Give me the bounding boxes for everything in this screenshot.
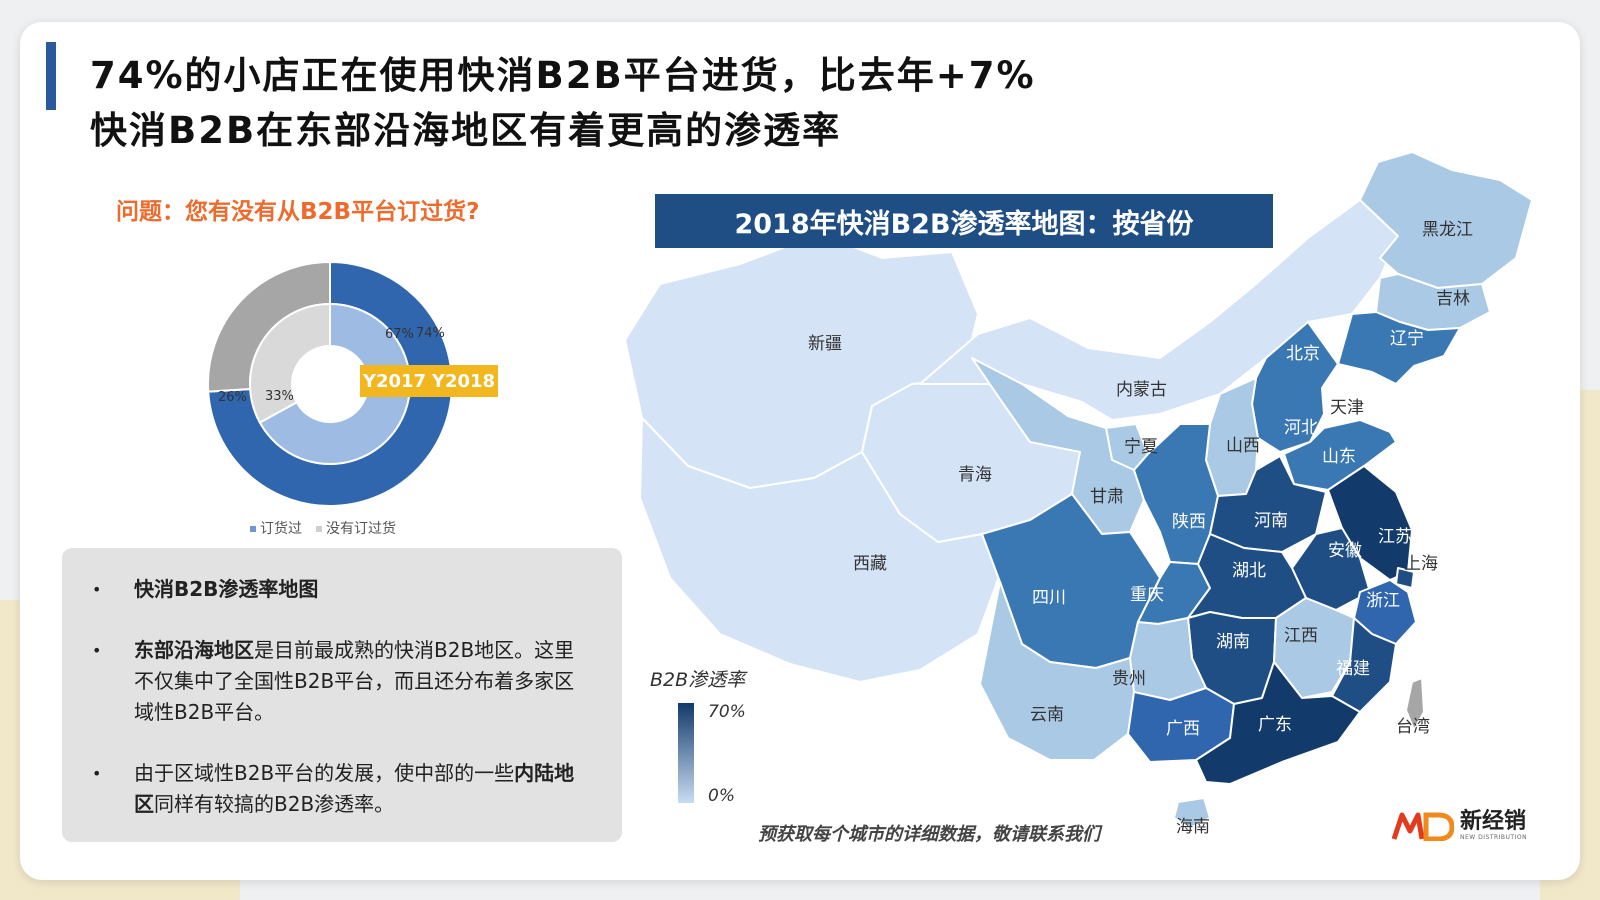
province-label-四川: 四川 xyxy=(1032,588,1066,608)
province-label-黑龙江: 黑龙江 xyxy=(1422,220,1473,240)
province-甘肃-shape xyxy=(971,357,1145,535)
title-line-2: 快消B2B在东部沿海地区有着更高的渗透率 xyxy=(90,109,842,152)
legend-label-not-ordered: 没有订过货 xyxy=(326,521,396,537)
legend-swatch-not-ordered xyxy=(316,526,322,532)
map-title: 2018年快消B2B渗透率地图：按省份 xyxy=(655,194,1273,248)
year-tag: Y2017 Y2018 xyxy=(360,365,498,397)
notes-panel: • 快消B2B渗透率地图 • 东部沿海地区是目前最成熟的快消B2B地区。这里不仅… xyxy=(62,548,622,842)
scale-title: B2B渗透率 xyxy=(650,669,746,691)
note-item-1: • 快消B2B渗透率地图 xyxy=(92,574,592,605)
province-label-江西: 江西 xyxy=(1284,626,1318,646)
year-tag-2017: Y2017 xyxy=(362,370,427,392)
province-label-福建: 福建 xyxy=(1336,659,1370,679)
legend-item-ordered: 订货过 xyxy=(250,518,302,538)
color-scale-bar xyxy=(678,703,694,803)
title-accent-bar xyxy=(46,42,56,110)
province-label-重庆: 重庆 xyxy=(1130,585,1164,605)
survey-question: 问题：您有没有从B2B平台订过货? xyxy=(116,199,480,225)
donut-chart xyxy=(207,260,453,507)
bullet-icon: • xyxy=(92,580,102,599)
province-label-天津: 天津 xyxy=(1330,398,1364,418)
province-label-北京: 北京 xyxy=(1286,344,1320,364)
province-label-辽宁: 辽宁 xyxy=(1390,329,1424,349)
province-辽宁-shape xyxy=(1337,311,1461,385)
note-3-bold: 内陆地区 xyxy=(134,761,575,816)
province-label-河北: 河北 xyxy=(1284,418,1318,438)
logo-mark-icon xyxy=(1392,812,1454,841)
province-label-海南: 海南 xyxy=(1176,817,1210,837)
year-tag-2018: Y2018 xyxy=(431,370,496,392)
province-广东-shape xyxy=(1195,661,1361,785)
province-label-广东: 广东 xyxy=(1258,715,1292,735)
slide: 74%的小店正在使用快消B2B平台进货，比去年+7% 快消B2B在东部沿海地区有… xyxy=(20,22,1580,880)
province-label-青海: 青海 xyxy=(958,465,992,485)
province-label-西藏: 西藏 xyxy=(853,554,887,574)
logo-text: 新经销 xyxy=(1460,809,1527,834)
province-label-湖北: 湖北 xyxy=(1232,561,1266,581)
legend-label-ordered: 订货过 xyxy=(260,521,302,537)
logo-subtext: NEW DISTRIBUTION xyxy=(1460,834,1528,841)
province-山东-shape xyxy=(1283,419,1397,491)
note-item-2: • 东部沿海地区是目前最成熟的快消B2B地区。这里不仅集中了全国性B2B平台，而… xyxy=(92,635,592,728)
province-label-台湾: 台湾 xyxy=(1396,717,1430,737)
province-label-河南: 河南 xyxy=(1254,511,1288,531)
province-label-广西: 广西 xyxy=(1166,719,1200,739)
data-label-y2017-not-ordered: 33% xyxy=(265,389,294,404)
province-label-浙江: 浙江 xyxy=(1366,591,1400,611)
province-黑龙江-shape xyxy=(1359,151,1533,289)
province-label-云南: 云南 xyxy=(1030,705,1064,725)
note-2-text: 是目前最成熟的快消B2B地区。这里不仅集中了全国性B2B平台，而且还分布着多家区… xyxy=(134,638,575,724)
legend-item-not-ordered: 没有订过货 xyxy=(316,518,396,538)
logo: 新经销 NEW DISTRIBUTION xyxy=(1392,810,1527,841)
province-label-宁夏: 宁夏 xyxy=(1124,437,1158,457)
page-title: 74%的小店正在使用快消B2B平台进货，比去年+7% 快消B2B在东部沿海地区有… xyxy=(90,48,1036,158)
province-label-山东: 山东 xyxy=(1322,447,1356,467)
province-label-新疆: 新疆 xyxy=(808,334,842,354)
province-上海-shape xyxy=(1395,567,1415,589)
province-label-贵州: 贵州 xyxy=(1112,669,1146,689)
data-label-y2018-ordered: 74% xyxy=(416,326,445,341)
donut-slice-y2017-not-ordered xyxy=(249,302,331,424)
note-3-post: 同样有较搞的B2B渗透率。 xyxy=(154,792,395,816)
province-label-内蒙古: 内蒙古 xyxy=(1116,380,1167,400)
province-label-甘肃: 甘肃 xyxy=(1090,487,1124,507)
bullet-icon: • xyxy=(92,641,102,660)
province-label-安徽: 安徽 xyxy=(1328,541,1362,561)
province-海南-shape xyxy=(1173,797,1211,829)
data-label-y2017-ordered: 67% xyxy=(385,327,414,342)
scale-min-label: 0% xyxy=(708,786,735,806)
province-label-上海: 上海 xyxy=(1404,554,1438,574)
province-台湾-shape xyxy=(1405,677,1425,731)
note-3-pre: 由于区域性B2B平台的发展，使中部的一些 xyxy=(134,761,515,785)
note-2-bold: 东部沿海地区 xyxy=(134,638,254,662)
title-line-1: 74%的小店正在使用快消B2B平台进货，比去年+7% xyxy=(90,54,1036,97)
province-label-陕西: 陕西 xyxy=(1172,512,1206,532)
note-1-text: 快消B2B渗透率地图 xyxy=(134,577,319,601)
legend-swatch-ordered xyxy=(250,526,256,532)
data-label-y2018-not-ordered: 26% xyxy=(218,390,247,405)
province-label-吉林: 吉林 xyxy=(1436,289,1470,309)
province-label-山西: 山西 xyxy=(1226,436,1260,456)
note-item-3: • 由于区域性B2B平台的发展，使中部的一些内陆地区同样有较搞的B2B渗透率。 xyxy=(92,758,592,820)
province-福建-shape xyxy=(1331,617,1397,713)
contact-note: 预获取每个城市的详细数据，敬请联系我们 xyxy=(758,824,1100,845)
bullet-icon: • xyxy=(92,764,102,783)
scale-max-label: 70% xyxy=(708,702,746,722)
province-label-湖南: 湖南 xyxy=(1216,632,1250,652)
province-label-江苏: 江苏 xyxy=(1378,527,1412,547)
chart-legend: 订货过 没有订过货 xyxy=(250,518,396,538)
